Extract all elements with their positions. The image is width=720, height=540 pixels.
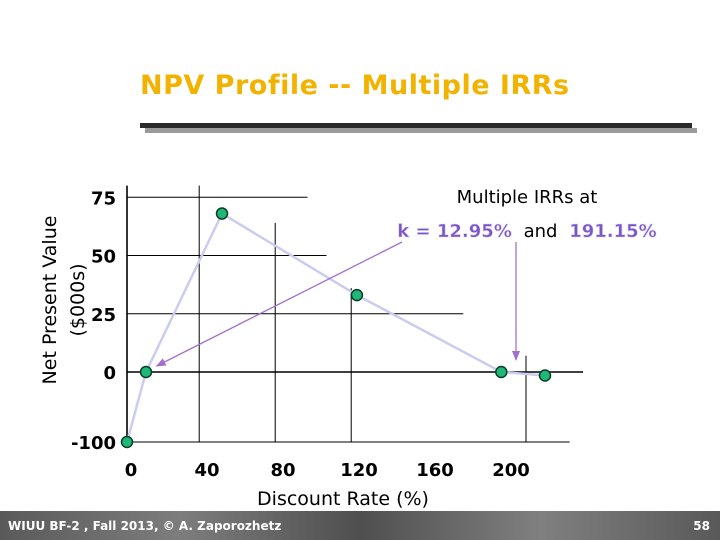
x-axis-label: Discount Rate (%)	[257, 488, 429, 510]
npv-data-point	[120, 435, 134, 449]
x-tick-labels: 0 40 80 120 160 200	[125, 460, 530, 481]
npv-data-points	[120, 207, 552, 449]
y-tick-label: -100	[71, 433, 116, 454]
x-tick-label: 200	[492, 460, 530, 481]
x-tick-label: 40	[194, 460, 219, 481]
npv-data-point	[350, 288, 364, 302]
y-tick-label: 25	[91, 305, 116, 326]
slide-title: NPV Profile -- Multiple IRRs	[140, 70, 570, 101]
y-tick-label: 75	[91, 188, 116, 209]
annotation-line2: k = 12.95% and 191.15%	[397, 221, 656, 242]
irr2-label: 191.15%	[569, 221, 657, 242]
annotation-line1: Multiple IRRs at	[457, 187, 598, 208]
footer-credit: WIUU BF-2 , Fall 2013, © A. Zaporozhetz	[8, 519, 282, 533]
npv-data-point	[538, 369, 552, 382]
title-underline	[140, 123, 692, 128]
npv-data-point	[139, 365, 153, 379]
y-axis-label-line2: ($000s)	[67, 263, 89, 336]
x-tick-label: 120	[340, 460, 378, 481]
x-tick-label: 160	[416, 460, 454, 481]
x-tick-label: 80	[270, 460, 295, 481]
y-tick-label: 0	[103, 363, 116, 384]
npv-series-line	[125, 211, 546, 443]
irr1-label: k = 12.95%	[397, 221, 512, 242]
y-tick-label: 50	[91, 247, 116, 268]
annotation-connector: and	[524, 221, 558, 242]
irr-arrows	[155, 241, 520, 367]
irr1-arrow	[155, 241, 403, 367]
npv-data-point	[215, 207, 229, 220]
npv-profile-chart: 75 50 25 0 -100 0 40 80 120 160 200 Net Present V…	[39, 185, 657, 510]
npv-data-point	[495, 365, 508, 379]
y-tick-labels: 75 50 25 0 -100	[71, 188, 116, 454]
x-tick-label: 0	[125, 460, 138, 481]
y-axis-label-line1: Net Present Value	[39, 216, 61, 385]
page-number: 58	[693, 519, 710, 533]
slide-footer: WIUU BF-2 , Fall 2013, © A. Zaporozhetz …	[0, 511, 720, 540]
